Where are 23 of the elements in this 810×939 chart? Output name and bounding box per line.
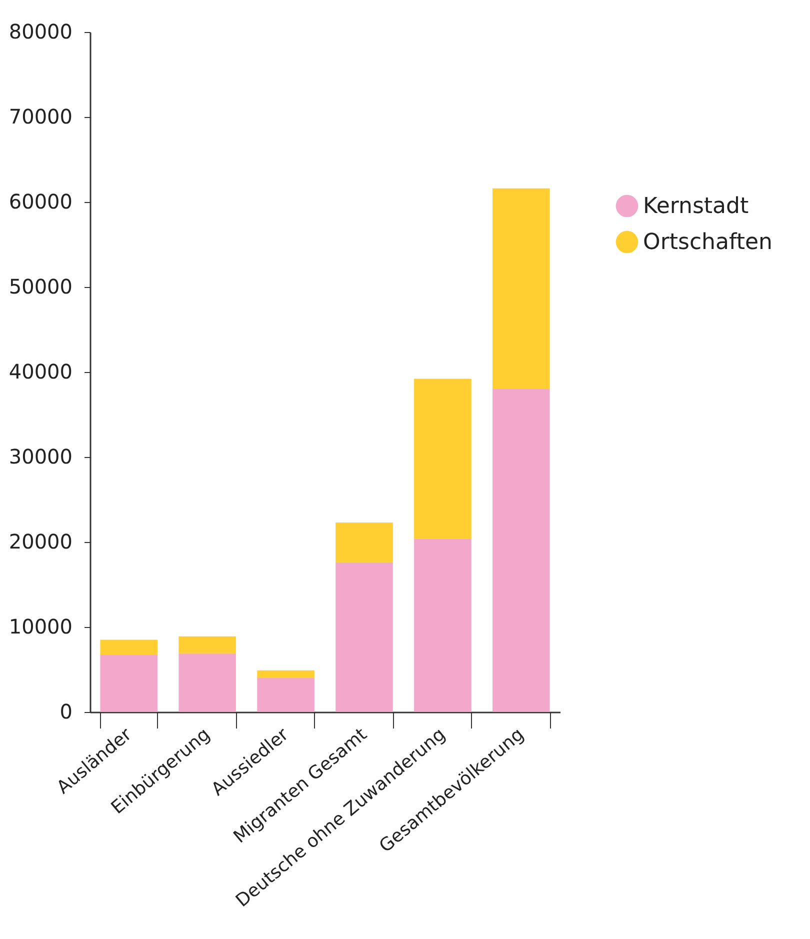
bar [257, 670, 314, 678]
bar [257, 678, 314, 712]
bar [336, 562, 393, 712]
y-tick-label: 70000 [8, 104, 72, 128]
bar [492, 389, 550, 712]
y-tick-label: 0 [60, 700, 72, 724]
bar [178, 636, 236, 654]
y-tick-label: 50000 [8, 274, 72, 298]
bar [414, 538, 472, 712]
y-tick-label: 80000 [8, 20, 72, 44]
y-tick-label: 60000 [8, 190, 72, 214]
bar [492, 188, 550, 389]
y-tick-label: 30000 [8, 444, 72, 468]
legend-label: Kernstadt [643, 194, 749, 219]
bar [100, 655, 158, 712]
bar [178, 653, 236, 712]
bar [414, 378, 472, 539]
bar [100, 640, 158, 656]
bar [336, 522, 393, 562]
y-tick-label: 40000 [8, 360, 72, 384]
y-tick-label: 20000 [8, 530, 72, 554]
y-tick-label: 10000 [8, 614, 72, 638]
legend-label: Ortschaften [643, 230, 772, 255]
